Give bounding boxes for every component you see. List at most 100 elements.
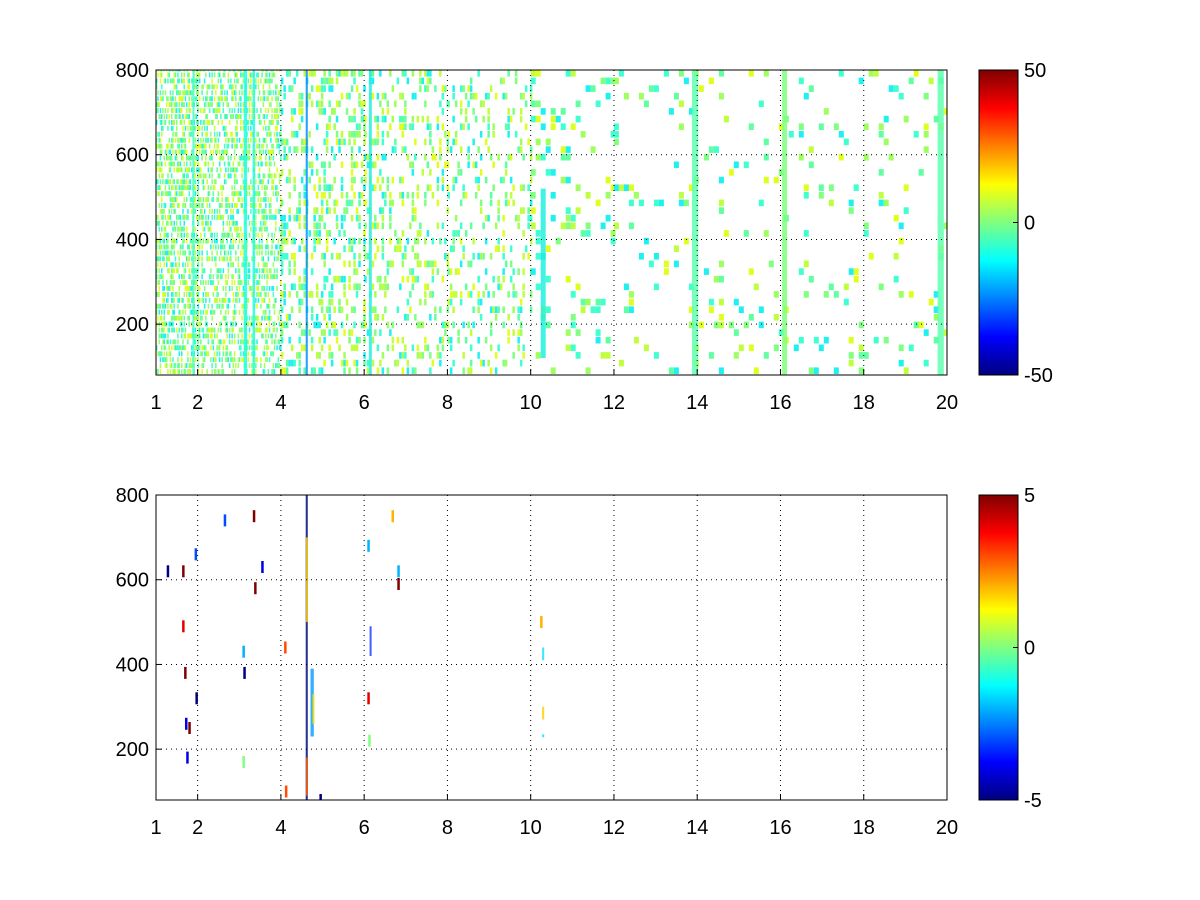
- heatmap-cell: [268, 327, 271, 333]
- heatmap-cell: [197, 274, 199, 280]
- heatmap-cell: [268, 173, 271, 179]
- heatmap-cell: [200, 280, 202, 285]
- heatmap-cell: [517, 146, 520, 153]
- heatmap-cell: [179, 179, 182, 185]
- heatmap-cell: [198, 173, 201, 179]
- heatmap-cell: [188, 120, 190, 125]
- heatmap-cell: [703, 153, 709, 161]
- heatmap-cell: [330, 291, 334, 298]
- heatmap-cell: [371, 138, 375, 146]
- heatmap-cell: [605, 92, 611, 100]
- heatmap-cell: [220, 268, 222, 274]
- heatmap-cell: [446, 321, 450, 329]
- heatmap-cell: [255, 232, 257, 238]
- heatmap-cell: [358, 253, 361, 260]
- heatmap-cell: [733, 161, 739, 169]
- heatmap-cell: [280, 306, 284, 313]
- heatmap-cell: [216, 238, 218, 244]
- heatmap-cell: [222, 102, 225, 108]
- heatmap-cell: [262, 96, 265, 102]
- heatmap-cell: [169, 339, 172, 345]
- heatmap-cell: [267, 256, 270, 262]
- heatmap-cell: [444, 161, 447, 169]
- heatmap-cell: [335, 70, 339, 77]
- heatmap-cell: [318, 237, 321, 245]
- heatmap-cell: [268, 214, 271, 220]
- heatmap-cell: [260, 226, 262, 232]
- heatmap-cell: [187, 369, 189, 374]
- heatmap-cell: [189, 185, 192, 191]
- heatmap-cell: [283, 237, 286, 245]
- heatmap-cell: [330, 352, 334, 359]
- heatmap-cell: [222, 244, 225, 250]
- heatmap-cell: [376, 275, 380, 283]
- heatmap-cell: [216, 84, 218, 90]
- heatmap-cell: [888, 85, 894, 92]
- heatmap-cell: [188, 137, 190, 143]
- heatmap-cell: [273, 339, 276, 345]
- heatmap-cell: [164, 120, 167, 125]
- heatmap-cell: [191, 102, 193, 108]
- heatmap-cell: [878, 131, 884, 138]
- heatmap-cell: [182, 226, 184, 232]
- heatmap-cell: [267, 78, 270, 84]
- heatmap-cell: [429, 260, 432, 268]
- heatmap-cell: [211, 339, 213, 345]
- heatmap-cell: [162, 357, 164, 363]
- heatmap-cell: [399, 283, 402, 291]
- heatmap-cell: [172, 90, 174, 96]
- heatmap-cell: [863, 230, 869, 237]
- heatmap-cell: [228, 108, 231, 113]
- heatmap-cell: [166, 238, 168, 244]
- heatmap-cell: [171, 161, 173, 167]
- heatmap-cell: [251, 351, 253, 357]
- heatmap-cell: [235, 250, 237, 256]
- heatmap-cell: [575, 115, 581, 123]
- heatmap-cell: [580, 230, 586, 237]
- heatmap-cell: [278, 90, 281, 96]
- heatmap-cell: [263, 274, 266, 280]
- heatmap-cell: [210, 149, 212, 155]
- heatmap-cell: [212, 185, 215, 191]
- heatmap-cell: [733, 298, 739, 306]
- heatmap-cell: [758, 199, 764, 207]
- heatmap-cell: [228, 339, 231, 345]
- heatmap-cell: [211, 120, 213, 125]
- heatmap-cell: [211, 333, 213, 339]
- heatmap-cell: [172, 315, 174, 321]
- heatmap-cell: [462, 123, 465, 130]
- heatmap-cell: [276, 102, 278, 108]
- heatmap-cell: [186, 114, 188, 119]
- heatmap-cell: [208, 102, 211, 108]
- heatmap-cell: [355, 85, 359, 92]
- heatmap-cell: [414, 275, 417, 283]
- heatmap-cell: [798, 131, 804, 138]
- heatmap-cell: [723, 115, 729, 123]
- heatmap-point: [254, 582, 257, 595]
- heatmap-cell: [231, 327, 233, 333]
- heatmap-cell: [241, 292, 243, 297]
- heatmap-cell: [262, 208, 265, 214]
- heatmap-cell: [280, 131, 282, 137]
- heatmap-cell: [888, 153, 894, 161]
- heatmap-cell: [236, 297, 238, 303]
- heatmap-cell: [570, 291, 576, 298]
- heatmap-cell: [371, 184, 375, 191]
- heatmap-cell: [308, 131, 311, 138]
- heatmap-band: [937, 70, 944, 375]
- heatmap-cell: [467, 153, 470, 161]
- heatmap-cell: [171, 137, 173, 143]
- heatmap-cell: [179, 108, 182, 113]
- heatmap-cell: [168, 327, 170, 333]
- heatmap-cell: [280, 237, 284, 245]
- heatmap-cell: [194, 208, 197, 214]
- heatmap-cell: [179, 226, 182, 232]
- heatmap-cell: [308, 92, 311, 100]
- heatmap-cell: [758, 321, 764, 329]
- heatmap-cell: [469, 222, 473, 230]
- heatmap-cell: [248, 149, 251, 155]
- heatmap-cell: [522, 291, 525, 298]
- heatmap-cell: [257, 143, 260, 149]
- heatmap-cell: [308, 176, 311, 184]
- heatmap-cell: [183, 303, 185, 309]
